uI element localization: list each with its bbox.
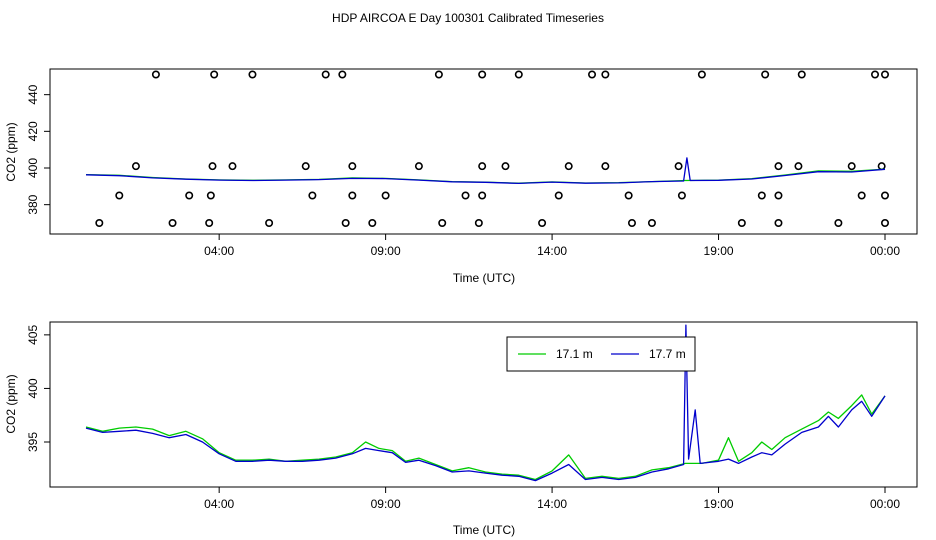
data-marker xyxy=(880,219,889,228)
data-marker xyxy=(131,162,140,171)
data-marker xyxy=(210,70,219,79)
series-line-17-1-m-top xyxy=(85,168,886,184)
series-line-17-7-m-bottom xyxy=(85,324,886,482)
plot-frame-top xyxy=(49,68,918,235)
data-marker xyxy=(647,219,656,228)
data-marker xyxy=(554,191,563,200)
plot-frame-bottom xyxy=(49,321,918,488)
data-marker xyxy=(677,191,686,200)
series-line-17-7-m-top xyxy=(85,157,886,185)
data-marker xyxy=(674,162,683,171)
data-marker xyxy=(774,219,783,228)
y-axis-label-top: CO2 (ppm) xyxy=(4,122,18,181)
data-marker xyxy=(737,219,746,228)
data-marker xyxy=(871,70,880,79)
series-layer-bottom xyxy=(85,324,886,482)
data-marker xyxy=(151,70,160,79)
data-marker xyxy=(478,191,487,200)
data-marker xyxy=(774,162,783,171)
marker-layer-top xyxy=(95,70,889,228)
x-tick-label-bottom: 19:00 xyxy=(704,497,734,511)
series-layer-top xyxy=(85,157,886,185)
data-marker xyxy=(601,70,610,79)
data-marker xyxy=(627,219,636,228)
data-marker xyxy=(265,219,274,228)
legend-label-17-7: 17.7 m xyxy=(649,347,686,361)
data-marker xyxy=(414,162,423,171)
data-marker xyxy=(501,162,510,171)
data-marker xyxy=(208,162,217,171)
data-marker xyxy=(774,191,783,200)
data-marker xyxy=(168,219,177,228)
data-marker xyxy=(301,162,310,171)
data-marker xyxy=(538,219,547,228)
data-marker xyxy=(857,191,866,200)
x-tick-label-top: 19:00 xyxy=(704,244,734,258)
data-marker xyxy=(434,70,443,79)
axis-ticks-bottom: 04:00 09:00 14:00 19:00 00:00 395 400 405 xyxy=(26,325,900,511)
data-marker xyxy=(95,219,104,228)
y-tick-label-bottom: 395 xyxy=(26,432,40,452)
data-marker xyxy=(478,162,487,171)
y-tick-label-bottom: 400 xyxy=(26,378,40,398)
x-tick-label-bottom: 04:00 xyxy=(204,497,234,511)
axis-ticks-top: 04:00 09:00 14:00 19:00 00:00 380 400 420 440 xyxy=(26,84,900,258)
figure-title: HDP AIRCOA E Day 100301 Calibrated Times… xyxy=(332,11,604,25)
data-marker xyxy=(474,219,483,228)
data-marker xyxy=(877,162,886,171)
y-axis-label-bottom: CO2 (ppm) xyxy=(4,374,18,433)
data-marker xyxy=(880,191,889,200)
y-tick-label-top: 400 xyxy=(26,158,40,178)
data-marker xyxy=(248,70,257,79)
data-marker xyxy=(321,70,330,79)
data-marker xyxy=(588,70,597,79)
y-tick-label-bottom: 405 xyxy=(26,325,40,345)
data-marker xyxy=(880,70,889,79)
data-marker xyxy=(205,219,214,228)
legend-label-17-1: 17.1 m xyxy=(556,347,593,361)
data-marker xyxy=(514,70,523,79)
data-marker xyxy=(757,191,766,200)
data-marker xyxy=(797,70,806,79)
data-marker xyxy=(228,162,237,171)
data-marker xyxy=(438,219,447,228)
data-marker xyxy=(206,191,215,200)
data-marker xyxy=(601,162,610,171)
data-marker xyxy=(368,219,377,228)
y-tick-label-top: 380 xyxy=(26,194,40,214)
series-line-17-1-m-bottom xyxy=(85,394,886,481)
x-tick-label-bottom: 14:00 xyxy=(537,497,567,511)
data-marker xyxy=(115,191,124,200)
legend: 17.1 m 17.7 m xyxy=(506,336,696,372)
data-marker xyxy=(624,191,633,200)
data-marker xyxy=(761,70,770,79)
panel-bottom: 04:00 09:00 14:00 19:00 00:00 395 400 405 Time … xyxy=(4,321,918,537)
data-marker xyxy=(348,191,357,200)
data-marker xyxy=(381,191,390,200)
data-marker xyxy=(794,162,803,171)
x-tick-label-bottom: 00:00 xyxy=(870,497,900,511)
data-marker xyxy=(697,70,706,79)
data-marker xyxy=(478,70,487,79)
panel-top: 04:00 09:00 14:00 19:00 00:00 380 400 420 440 Ti… xyxy=(4,68,918,285)
x-axis-label-top: Time (UTC) xyxy=(453,271,515,285)
x-tick-label-top: 04:00 xyxy=(204,244,234,258)
x-tick-label-bottom: 09:00 xyxy=(371,497,401,511)
data-marker xyxy=(461,191,470,200)
data-marker xyxy=(847,162,856,171)
data-marker xyxy=(341,219,350,228)
data-marker xyxy=(834,219,843,228)
y-tick-label-top: 420 xyxy=(26,121,40,141)
data-marker xyxy=(348,162,357,171)
data-marker xyxy=(338,70,347,79)
x-axis-label-bottom: Time (UTC) xyxy=(453,523,515,537)
x-tick-label-top: 00:00 xyxy=(870,244,900,258)
data-marker xyxy=(564,162,573,171)
data-marker xyxy=(185,191,194,200)
x-tick-label-top: 09:00 xyxy=(371,244,401,258)
data-marker xyxy=(308,191,317,200)
y-tick-label-top: 440 xyxy=(26,84,40,104)
x-tick-label-top: 14:00 xyxy=(537,244,567,258)
